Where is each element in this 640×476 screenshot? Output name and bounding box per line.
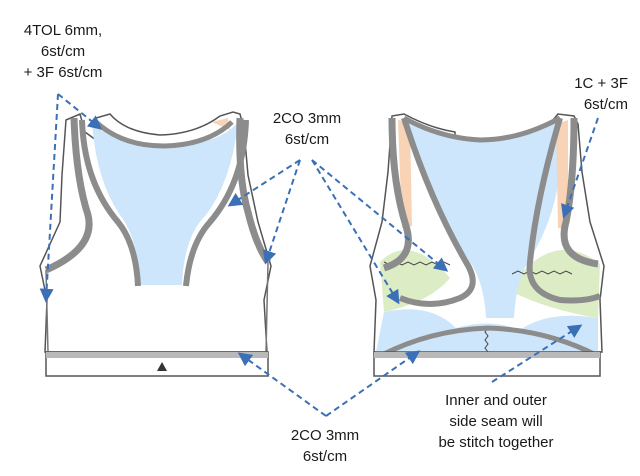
front-side-seam-right [265,261,269,353]
back-zigzag-right [511,270,573,275]
back-neck-binding [402,115,562,143]
back-armhole-right-binding [560,117,599,268]
front-neck-binding [94,120,234,149]
label-2co-bottom: 2CO 3mm 6st/cm [270,425,380,467]
front-armhole-right-binding [236,117,271,265]
back-center-blue [404,118,562,318]
label-1c3f: 1C + 3F 6st/cm [530,73,628,115]
arrow-2co-bottom-to-front-band [237,352,327,417]
label-1c3f-line2: 6st/cm [583,96,628,113]
back-lower-blue [376,309,598,352]
back-armhole-left-binding [382,117,412,272]
arrow-side-seam [491,324,583,383]
arrow-2co-to-front-side [262,159,301,265]
back-waistband-binding [374,352,600,358]
label-2co-top-line2: 6st/cm [284,131,330,148]
arrow-2co-to-back-left [311,159,400,305]
back-view [369,113,605,377]
front-racer-right-binding [183,119,249,287]
arrow-2co-to-back-center [311,159,449,272]
front-racer-left-binding [79,119,141,287]
label-4tol-line2: 6st/cm [40,43,86,60]
back-zigzag-center [484,327,489,353]
label-side-seam-line2: side seam will [449,413,543,430]
label-4tol-line3: + 3F 6st/cm [23,64,103,81]
front-waistband-binding [46,352,268,358]
front-view [39,111,272,377]
label-4tol-line1: 4TOL 6mm, [23,22,103,39]
callout-arrows [39,93,599,417]
label-side-seam-line1: Inner and outer [445,392,547,409]
label-2co-bottom-line1: 2CO 3mm [290,427,360,444]
label-side-seam: Inner and outer side seam will be stitch… [416,390,576,453]
arrow-4tol-to-side [39,93,59,303]
front-back-panel [92,122,238,285]
label-2co-top: 2CO 3mm 6st/cm [252,108,362,150]
back-peach-right [556,120,568,230]
back-underband-binding [378,325,600,359]
arrow-1c3f-to-back [561,117,599,219]
arrow-4tol-to-neck [57,93,103,130]
front-armhole-left-binding [44,117,93,274]
label-1c3f-line1: 1C + 3F [574,75,628,92]
label-side-seam-line3: be stitch together [438,434,554,451]
label-2co-bottom-line2: 6st/cm [302,448,348,465]
back-racer-left-binding [398,117,476,307]
back-racer-right-binding [526,117,602,304]
arrow-2co-bottom-to-back-band [325,350,421,417]
label-4tol: 4TOL 6mm, 6st/cm + 3F 6st/cm [8,20,118,83]
label-2co-top-line1: 2CO 3mm [272,110,342,127]
logo-icon [157,362,167,371]
arrow-2co-to-front-armhole [227,159,301,207]
